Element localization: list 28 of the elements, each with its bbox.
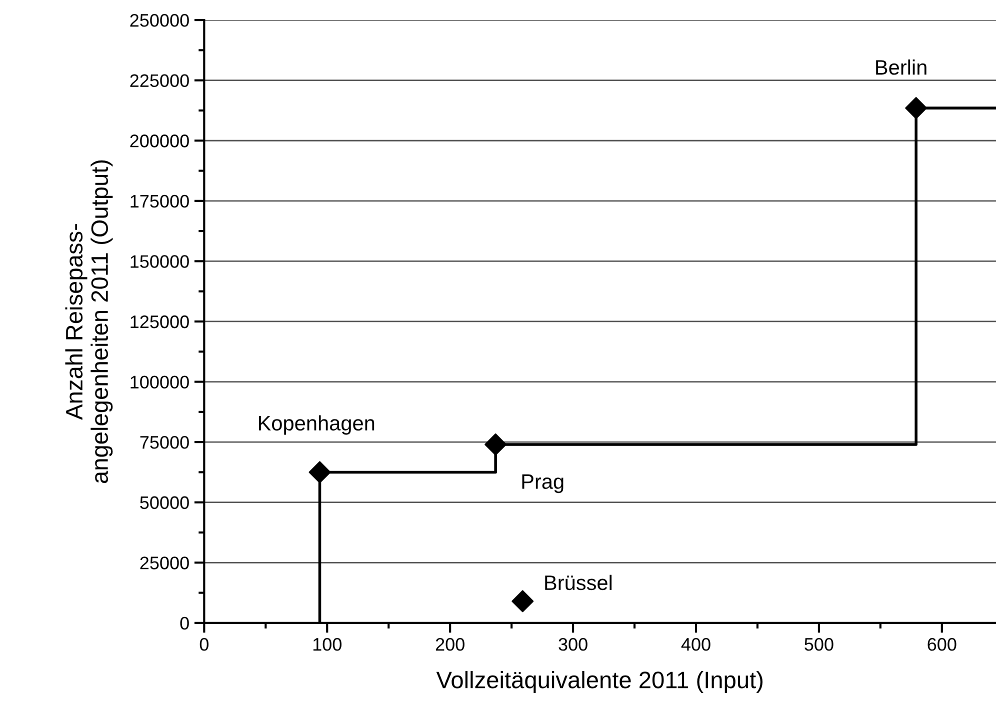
annotation: Kopenhagen <box>258 415 374 435</box>
x-tick-label: 300 <box>558 638 588 651</box>
y-tick-label: 150000 <box>130 255 189 268</box>
y-tick-label: 225000 <box>130 74 189 88</box>
annotation: Berlin <box>876 59 926 75</box>
x-tick-label: 0 <box>200 638 208 651</box>
x-tick-label: 500 <box>804 638 834 651</box>
point <box>512 590 534 612</box>
y-tick-label: 0 <box>180 616 189 630</box>
x-axis-title: Vollzeitäquivalente 2011 (Input) <box>436 671 763 694</box>
y-tick-label: 200000 <box>130 134 189 148</box>
annotation: Brüssel <box>545 574 612 590</box>
y-tick-label: 250000 <box>130 14 189 27</box>
y-tick-label: 175000 <box>130 194 189 208</box>
y-tick-label: 25000 <box>140 556 189 570</box>
x-tick-label: 100 <box>313 638 342 651</box>
point <box>484 433 507 456</box>
y-tick-label: 75000 <box>140 436 189 449</box>
x-tick-label: 600 <box>928 638 956 651</box>
y-axis-title: Anzahl Reisepass- angelegenheiten 2011 (Output) <box>65 160 113 484</box>
annotation: Prag <box>522 474 564 494</box>
point <box>905 97 928 120</box>
x-tick-label: 200 <box>436 638 464 651</box>
point <box>308 461 331 484</box>
y-tick-label: 100000 <box>130 376 189 388</box>
y-tick-label: 125000 <box>130 315 189 328</box>
x-tick-label: 400 <box>681 638 710 651</box>
y-tick-label: 50000 <box>140 496 189 510</box>
